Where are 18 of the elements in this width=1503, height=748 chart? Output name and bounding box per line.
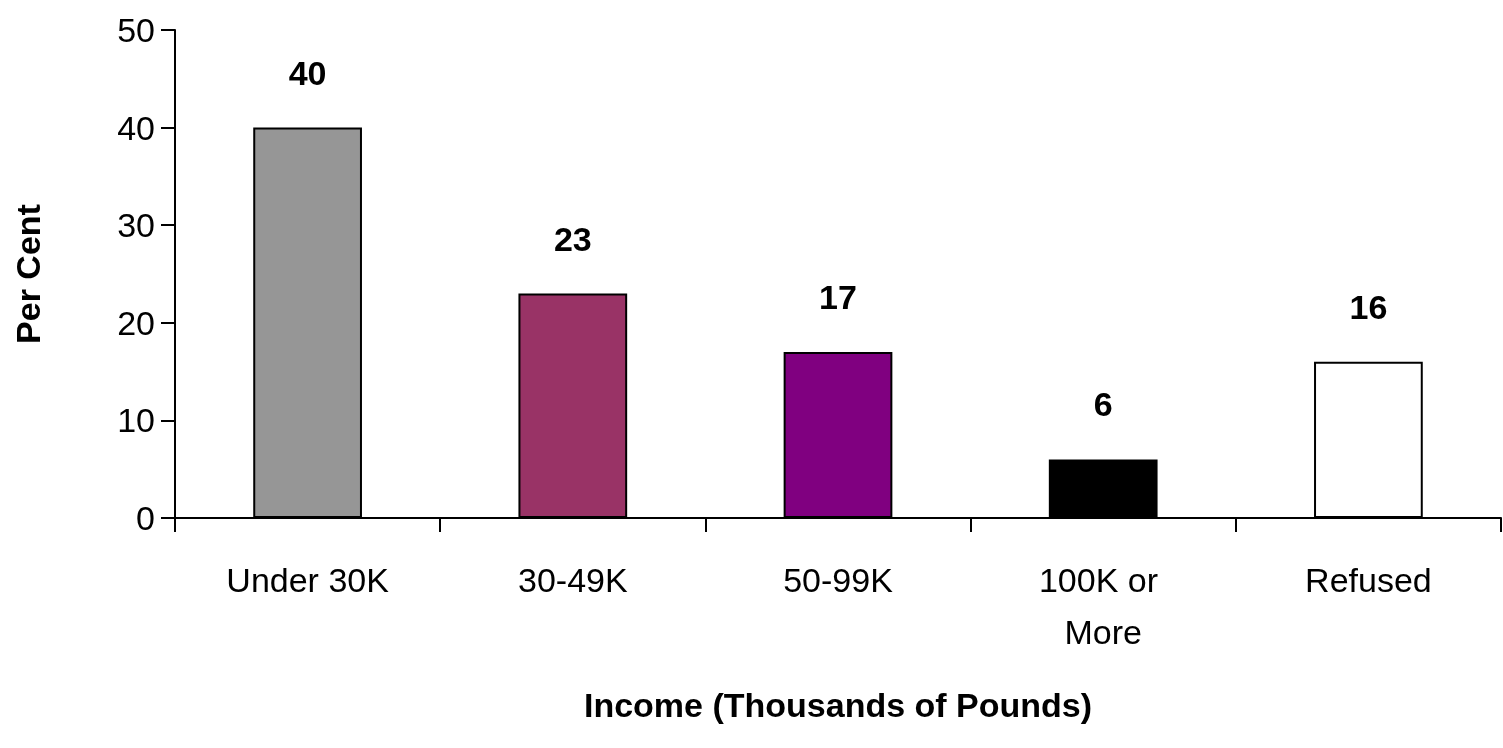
y-tick-label: 20: [117, 303, 155, 342]
y-tick-label: 10: [117, 401, 155, 440]
data-label: 23: [553, 219, 592, 258]
y-tick-label: 50: [117, 11, 155, 49]
x-tick-label: 100K or More: [1038, 561, 1168, 651]
x-tick-label: Under 30K: [226, 561, 390, 599]
y-tick-label: 40: [117, 108, 155, 147]
x-tick-label: 50-99K: [783, 561, 894, 599]
y-axis-title: Per Cent: [9, 204, 47, 344]
y-tick-label: 30: [117, 206, 155, 245]
data-label: 17: [819, 278, 857, 317]
x-tick-label: 30-49K: [517, 561, 628, 599]
x-axis-title: Income (Thousands of Pounds): [583, 686, 1093, 724]
data-label: 40: [288, 53, 327, 92]
data-label: 6: [1093, 385, 1113, 424]
x-tick-label: Refused: [1305, 561, 1432, 599]
y-tick-label: 0: [136, 499, 155, 537]
data-label: 16: [1349, 287, 1388, 326]
